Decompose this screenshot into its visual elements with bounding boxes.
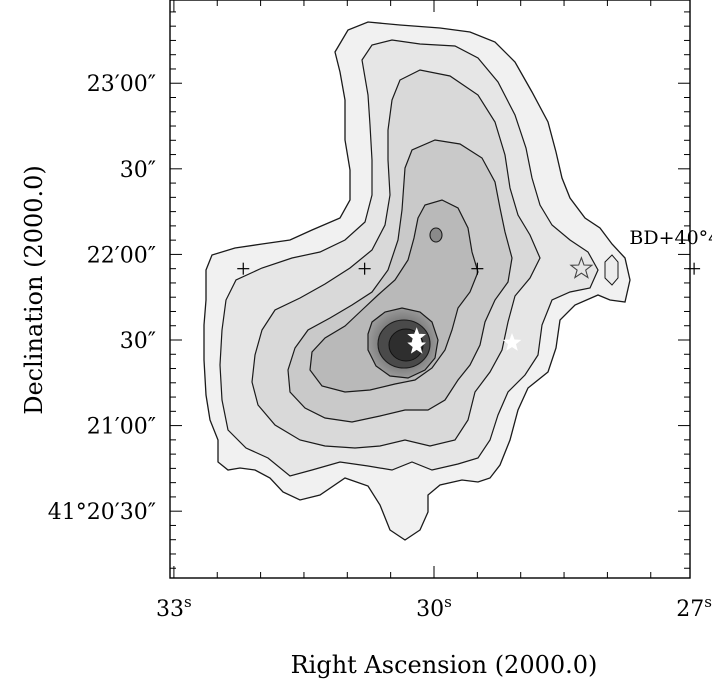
secondary-peak-contour bbox=[429, 227, 443, 243]
tick-marks bbox=[170, 0, 690, 578]
x-tick-labels: 20h20m36s33s30s27s24s bbox=[156, 593, 712, 622]
x-tick-label: 30s bbox=[416, 593, 452, 622]
cross-marker bbox=[358, 262, 371, 275]
cross-marker bbox=[688, 262, 701, 275]
x-tick-label-value: 30 bbox=[416, 597, 444, 622]
plot-frame bbox=[169, 0, 691, 579]
markers bbox=[237, 256, 701, 354]
y-tick-label: 41°20′30″ bbox=[48, 500, 156, 525]
y-tick-label: 22′00″ bbox=[87, 243, 156, 268]
y-tick-label: 23′00″ bbox=[87, 72, 156, 97]
cross-marker bbox=[471, 262, 484, 275]
cross-marker bbox=[237, 262, 250, 275]
x-tick-label-unit: s bbox=[444, 593, 452, 611]
filled-star-marker bbox=[502, 333, 522, 351]
x-tick-label-unit: s bbox=[184, 593, 192, 611]
y-tick-labels: 23′00″ 30″ 22′00″ 30″ 21′00″ 41°20′30″ bbox=[48, 72, 156, 525]
y-tick-label: 30″ bbox=[120, 329, 156, 354]
y-tick-label: 21′00″ bbox=[87, 415, 156, 440]
open-star-marker bbox=[569, 256, 594, 279]
emission-map bbox=[203, 21, 631, 541]
x-tick-label-value: 33 bbox=[156, 597, 184, 622]
x-tick-label: 33s bbox=[156, 593, 192, 622]
x-tick-label-value: 27 bbox=[676, 597, 704, 622]
filled-star-marker bbox=[407, 335, 426, 354]
x-axis-title: Right Ascension (2000.0) bbox=[291, 651, 598, 679]
x-tick-label: 27s bbox=[676, 593, 712, 622]
annotation-bd-star: BD+40°4124 bbox=[629, 227, 712, 249]
y-tick-label: 30″ bbox=[120, 158, 156, 183]
x-tick-label-unit: s bbox=[704, 593, 712, 611]
west-edge-contour bbox=[604, 254, 619, 286]
y-axis-title: Declination (2000.0) bbox=[20, 165, 48, 415]
